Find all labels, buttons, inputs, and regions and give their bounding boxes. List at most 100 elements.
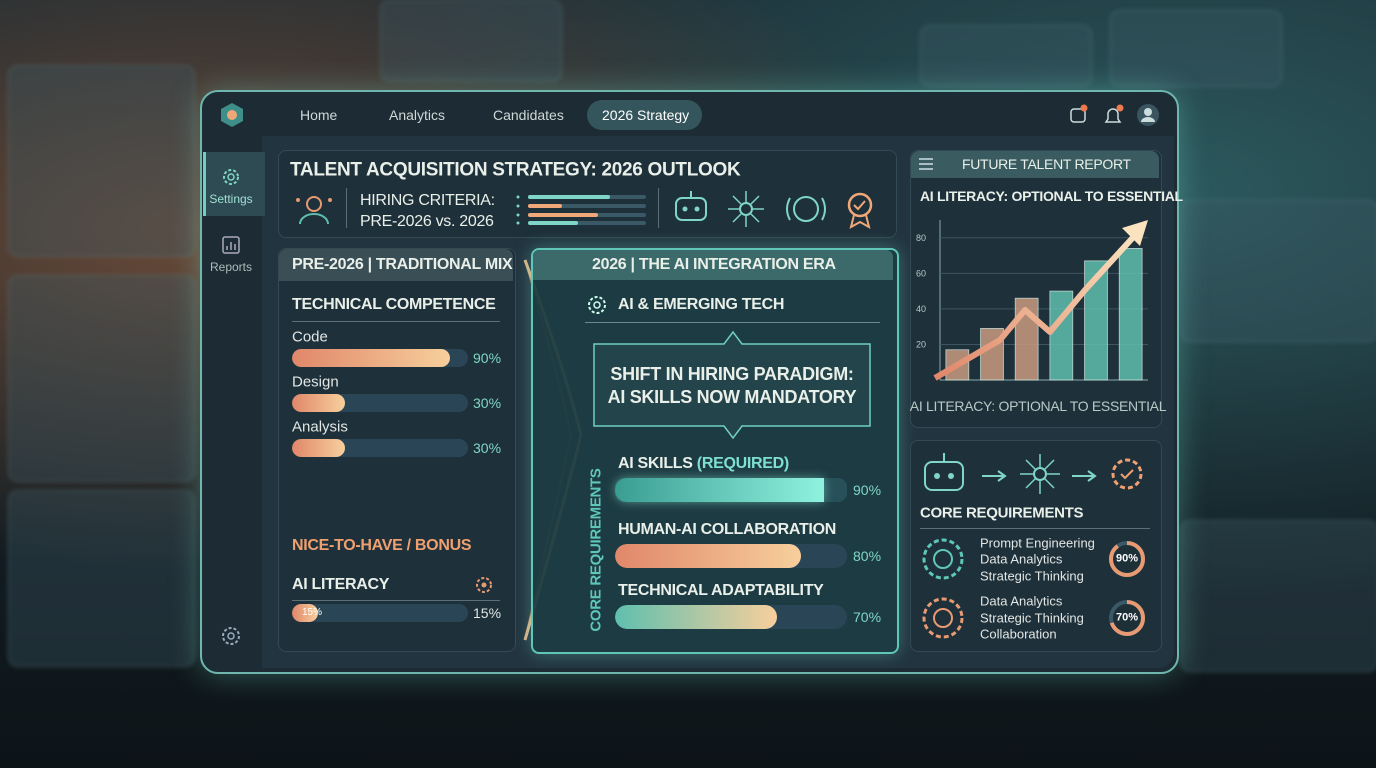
skill-label: AI SKILLS (REQUIRED) (618, 456, 789, 472)
section-title: CORE REQUIREMENTS (920, 504, 1084, 522)
ring-value (1109, 541, 1145, 577)
bg-panel (8, 65, 195, 257)
core-value: 90% (1115, 552, 1139, 565)
skill-value: 90% (853, 482, 882, 498)
y-tick-label: 60 (916, 268, 926, 278)
bg-panel (1180, 520, 1376, 672)
divider (292, 600, 500, 601)
bonus-value: 15% (473, 605, 502, 621)
core-value: 70% (1115, 611, 1139, 624)
skill-label: Code (292, 328, 328, 346)
bg-panel (8, 490, 195, 667)
bonus-track: 15% (292, 604, 468, 622)
skill-bar (615, 478, 824, 502)
nav-tab[interactable]: Analytics (389, 107, 446, 123)
bar (1084, 260, 1108, 381)
skill-label: HUMAN-AI COLLABORATION (618, 521, 836, 538)
skill-value: 90% (473, 350, 502, 366)
skill-bar (292, 394, 345, 412)
ring-value (1109, 600, 1145, 636)
header-icons (675, 191, 873, 229)
y-tick-label: 40 (916, 304, 926, 314)
active-tab-bg (587, 100, 702, 130)
criteria-label: HIRING CRITERIA: (360, 192, 495, 209)
sidebar-active (203, 152, 265, 216)
chart-caption: AI LITERACY: OPTIONAL TO ESSENTIAL (909, 398, 1167, 414)
bottom-settings-icon[interactable] (220, 625, 242, 647)
bg-panel (1110, 10, 1282, 87)
section-title: TECHNICAL COMPETENCE (292, 296, 496, 313)
bonus-icon (476, 577, 492, 593)
skill-value: 30% (473, 440, 502, 456)
panel-title: 2026 | THE AI INTEGRATION ERA (592, 256, 836, 273)
section-icon (588, 296, 606, 314)
bg-panel (380, 0, 562, 82)
side-label: CORE REQUIREMENTS (587, 468, 605, 632)
menu-icon[interactable] (918, 157, 934, 171)
callout-line: AI SKILLS NOW MANDATORY (607, 387, 857, 407)
skill-track (615, 478, 847, 502)
skill-bar (615, 605, 778, 629)
core-line: Data Analytics (980, 551, 1063, 567)
skill-label: Design (292, 373, 339, 391)
divider (292, 321, 500, 322)
divider (585, 322, 880, 323)
criteria-icon (296, 196, 332, 225)
core-line: Data Analytics (980, 593, 1063, 609)
core-line: Prompt Engineering (980, 535, 1095, 551)
nav-tab[interactable]: Home (300, 107, 338, 123)
bonus-bar (292, 604, 319, 622)
chart: 20 40 60 80 (916, 220, 1148, 381)
callout-box (593, 330, 871, 440)
skill-tag: (REQUIRED) (696, 455, 789, 472)
skill-label: Analysis (292, 418, 348, 436)
divider (920, 528, 1150, 529)
flow-icons (924, 453, 1143, 494)
page-title: TALENT ACQUISITION STRATEGY: 2026 OUTLOO… (290, 159, 741, 181)
core-line: Strategic Thinking (980, 568, 1084, 584)
panel-header (533, 250, 893, 280)
core-icon (922, 597, 964, 639)
skill-track (615, 544, 847, 568)
sidebar-item[interactable]: Settings (209, 192, 253, 206)
nav-tab[interactable]: Candidates (493, 107, 564, 123)
skill-value: 30% (473, 395, 502, 411)
y-tick-label: 20 (916, 339, 926, 349)
core-icon (922, 538, 964, 580)
sidebar-item[interactable]: Reports (209, 260, 253, 274)
core-line: Collaboration (980, 626, 1057, 642)
logo (221, 103, 243, 127)
skill-track (292, 439, 468, 457)
bonus-inner-label: 15% (302, 607, 323, 618)
skill-bar (615, 544, 801, 568)
skill-track (292, 394, 468, 412)
callout-line: SHIFT IN HIRING PARADIGM: (610, 364, 854, 384)
core-ring (1109, 541, 1145, 577)
skill-name: AI SKILLS (618, 455, 693, 472)
bg-panel (8, 275, 195, 482)
nav-tab[interactable]: 2026 Strategy (602, 107, 690, 123)
skill-value: 70% (853, 609, 882, 625)
chart-title: AI LITERACY: OPTIONAL TO ESSENTIAL (920, 188, 1183, 204)
divider (346, 188, 347, 228)
trend-arrowhead (1122, 220, 1148, 246)
toolbar-icons[interactable] (1068, 102, 1164, 128)
core-ring (1109, 600, 1145, 636)
core-line: Strategic Thinking (980, 610, 1084, 626)
section-title: AI & EMERGING TECH (618, 296, 785, 313)
bar (1118, 248, 1143, 381)
panel-header (911, 151, 1159, 178)
skill-value: 80% (853, 548, 882, 564)
skill-label: TECHNICAL ADAPTABILITY (618, 582, 824, 599)
panel-title: PRE-2026 | TRADITIONAL MIX (292, 256, 513, 273)
skill-bar (292, 439, 345, 457)
bonus-label: AI LITERACY (292, 576, 390, 593)
panel-header (279, 249, 513, 281)
trend-arrow (933, 229, 1141, 381)
panel-title: FUTURE TALENT REPORT (962, 156, 1131, 172)
bg-panel (920, 25, 1092, 87)
bonus-title: NICE-TO-HAVE / BONUS (292, 537, 472, 554)
y-tick-label: 80 (916, 233, 926, 243)
criteria-sub: PRE-2026 vs. 2026 (360, 213, 494, 230)
